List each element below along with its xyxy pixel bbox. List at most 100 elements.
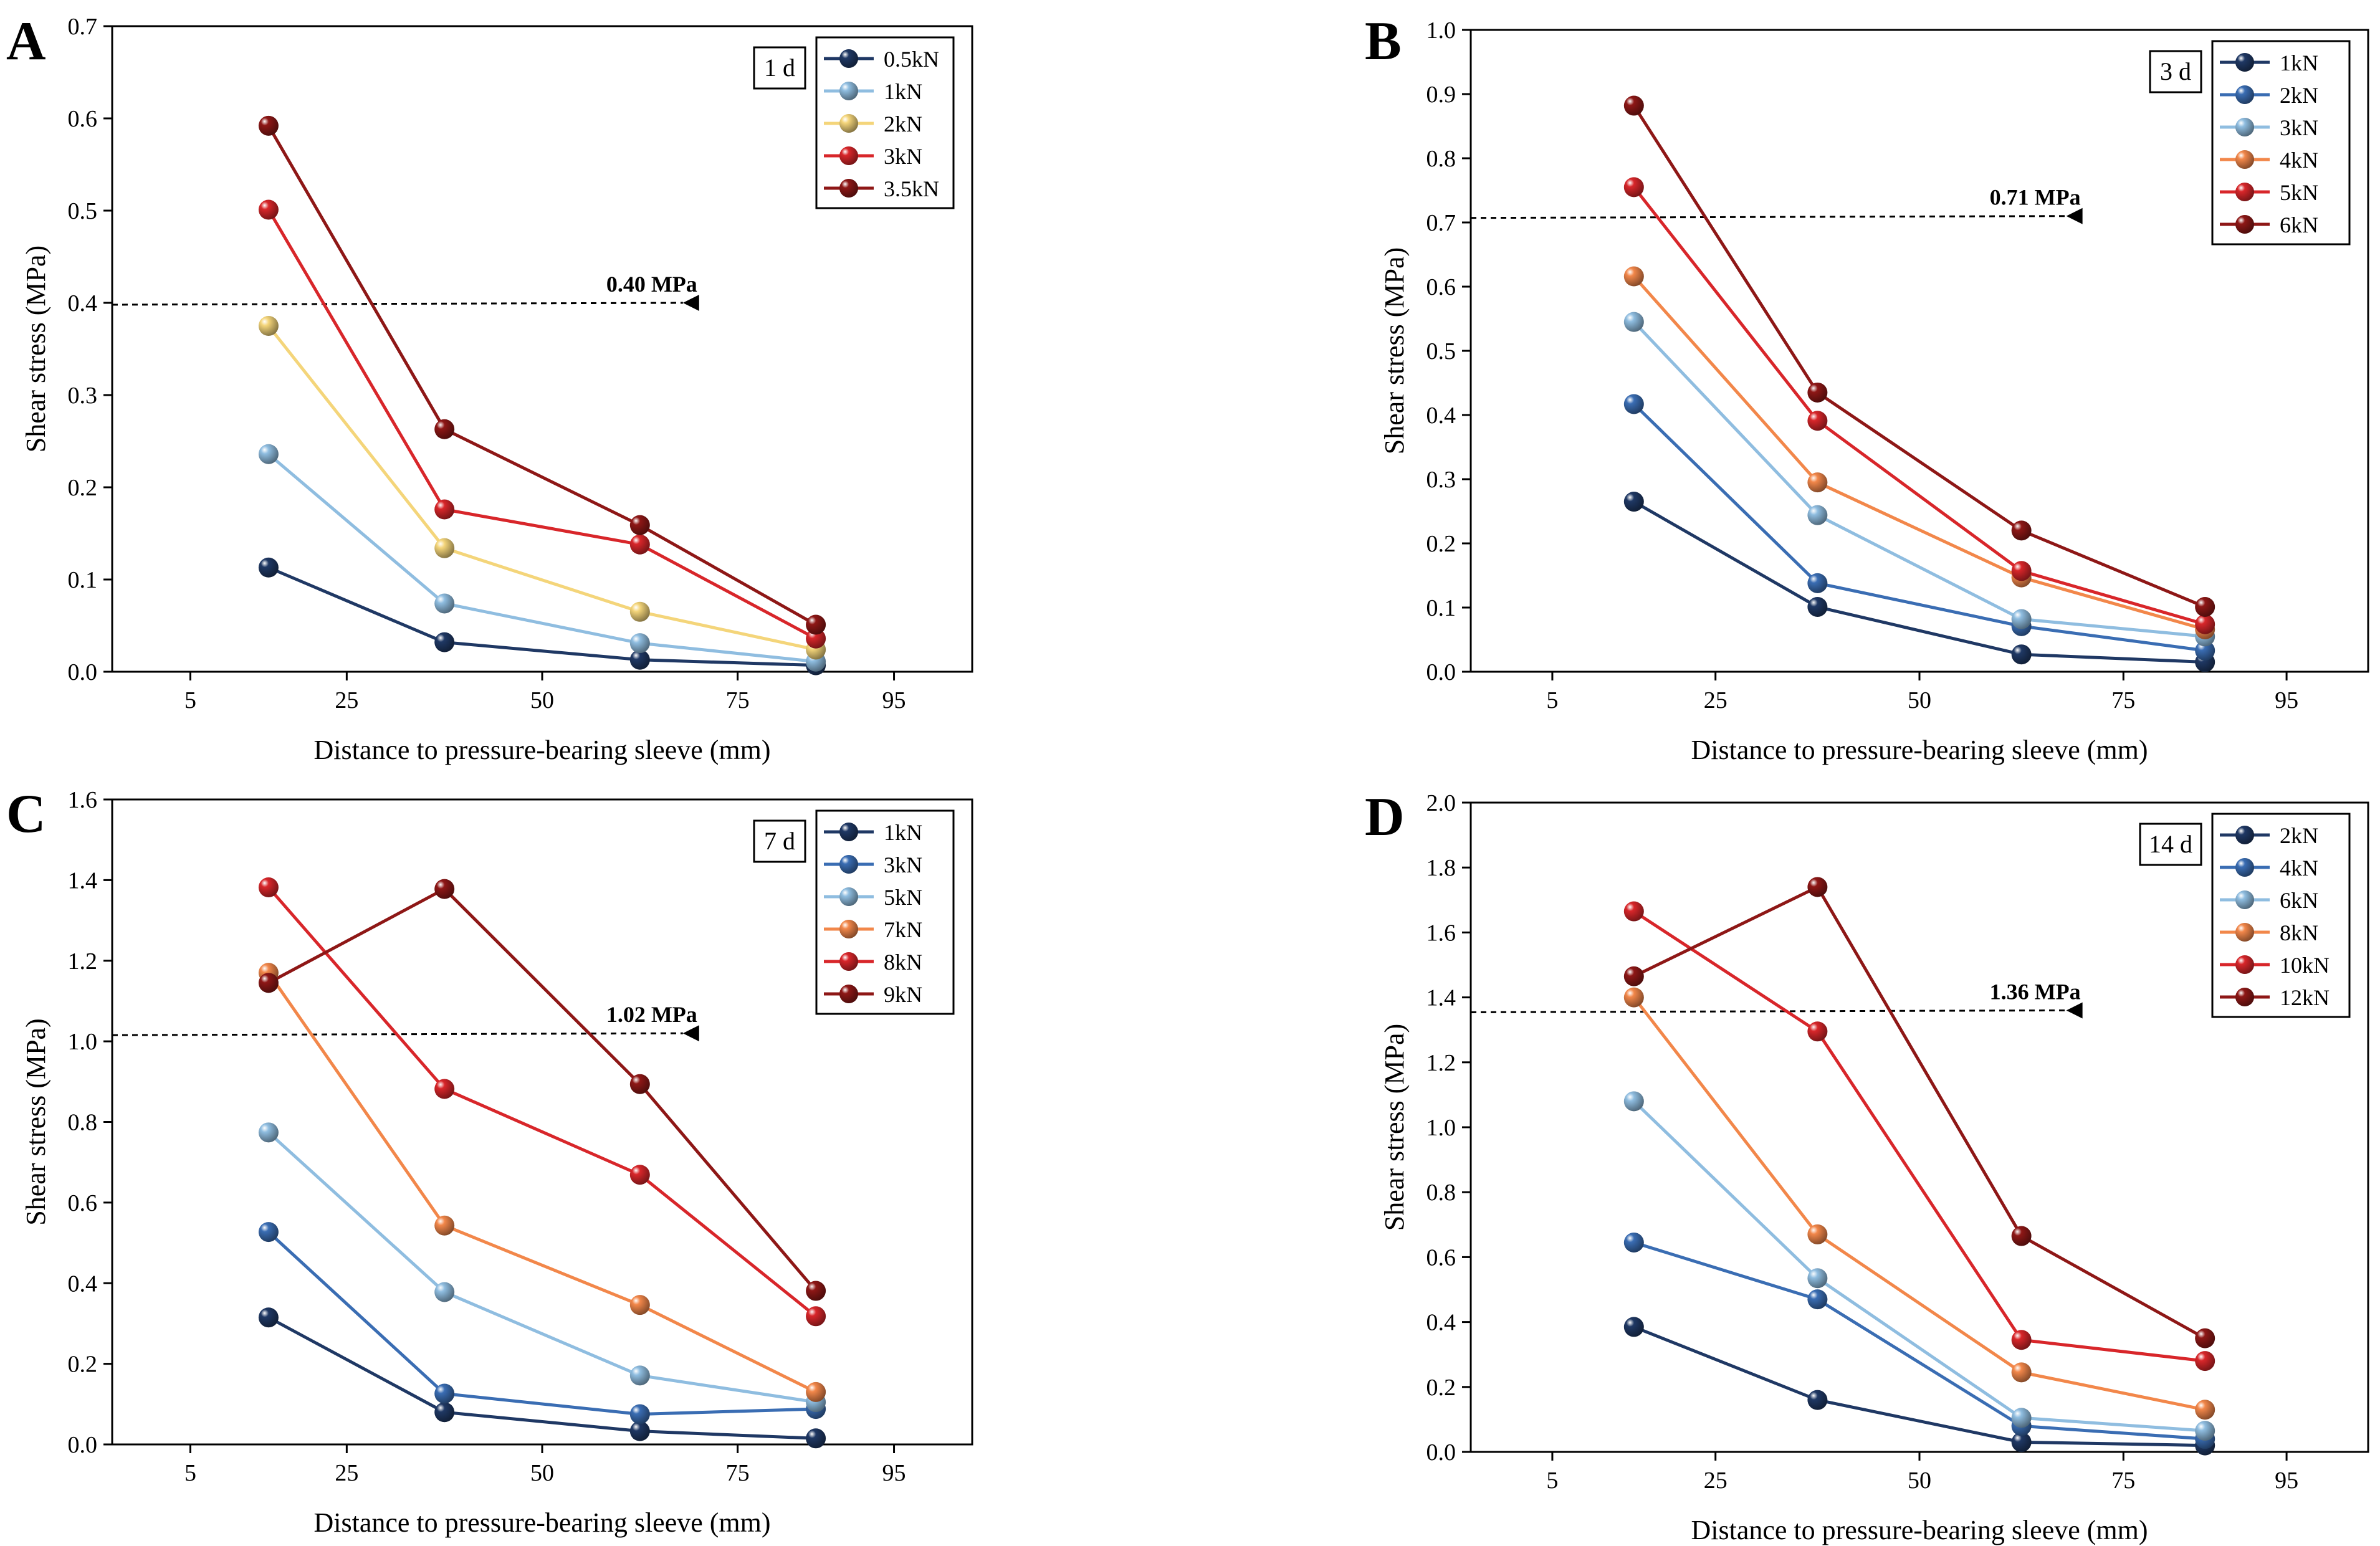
series-line-12kN (1633, 885, 2206, 1340)
legend-label: 8kN (2280, 920, 2318, 945)
data-point-12kN (2011, 1226, 2032, 1246)
data-point-9kN (629, 1074, 650, 1094)
data-point-8kN (806, 1306, 826, 1327)
data-point-2kN (1807, 573, 1828, 593)
data-point-3.5kN (806, 614, 826, 635)
data-point-7kN (629, 1295, 650, 1315)
data-point-5kN (1807, 411, 1828, 431)
threshold-label: 0.40 MPa (606, 272, 697, 297)
x-axis-title: Distance to pressure-bearing sleeve (mm) (313, 1507, 770, 1538)
data-point-1kN (629, 1421, 650, 1441)
data-point-8kN (1623, 987, 1644, 1008)
data-point-4kN (1807, 1289, 1828, 1310)
threshold-arrow (682, 1025, 699, 1042)
data-point-8kN (1807, 1224, 1828, 1244)
series-line-0.5kN (267, 566, 816, 667)
legend-item: 7kN (824, 917, 922, 942)
y-tick-label: 0.2 (68, 1352, 98, 1378)
data-point-10kN (2011, 1330, 2032, 1350)
legend-marker (839, 823, 858, 841)
legend-label: 2kN (884, 112, 922, 136)
data-point-5kN (434, 1282, 455, 1302)
data-point-6kN (2195, 1421, 2215, 1441)
y-tick-label: 1.4 (68, 867, 98, 894)
x-tick-label: 5 (184, 1460, 196, 1486)
panel-d: D 0.0 0.2 0.4 0.6 0.8 1.0 1.2 1.4 1.6 1.8 2.0 5 25 50 7… (1365, 787, 2369, 1545)
legend-box (2211, 40, 2351, 246)
y-tick-label: 1.6 (68, 787, 98, 813)
y-tick-label: 2.0 (1427, 790, 1456, 816)
data-point-7kN (434, 1215, 455, 1236)
threshold-line (1470, 215, 2067, 219)
y-tick-label: 0.5 (1427, 338, 1456, 365)
legend-marker (2235, 923, 2254, 942)
data-point-6kN (1623, 1091, 1644, 1112)
y-tick-label: 0.4 (1427, 403, 1456, 429)
y-tick-label: 0.5 (68, 198, 98, 224)
y-tick-label: 0.8 (1427, 146, 1456, 172)
y-tick-label: 0.0 (68, 1432, 98, 1458)
age-label-box (2139, 823, 2202, 866)
age-label-box (2149, 50, 2202, 93)
data-point-8kN (258, 877, 279, 898)
y-tick-label: 0.7 (1427, 210, 1456, 236)
y-tick-label: 0.4 (68, 1271, 98, 1297)
data-point-5kN (629, 1365, 650, 1386)
legend-label: 5kN (2280, 180, 2318, 205)
y-tick-label: 0.6 (1427, 1244, 1456, 1271)
data-point-5kN (2011, 561, 2032, 581)
legend-marker (839, 82, 858, 100)
y-tick-label: 0.2 (1427, 1375, 1456, 1401)
data-point-10kN (2195, 1351, 2215, 1372)
data-point-3kN (806, 628, 826, 649)
legend-label: 3kN (884, 144, 922, 169)
y-tick-label: 0.0 (1427, 1439, 1456, 1466)
y-tick-label: 0.6 (68, 106, 98, 132)
data-point-12kN (2195, 1328, 2215, 1348)
threshold-line (1470, 1009, 2067, 1013)
age-label: 3 d (2160, 57, 2191, 85)
y-axis-title: Shear stress (MPa) (1379, 1024, 1410, 1231)
legend-marker (2235, 53, 2254, 72)
legend-marker (2235, 955, 2254, 974)
legend-item: 1kN (824, 820, 922, 845)
data-point-4kN (1807, 472, 1828, 493)
legend-marker (2235, 890, 2254, 909)
data-point-8kN (434, 1079, 455, 1099)
series-line-5kN (1632, 186, 2206, 626)
data-point-3kN (258, 1222, 279, 1243)
y-tick-label: 0.3 (1427, 467, 1456, 493)
data-point-6kN (1807, 1268, 1828, 1289)
data-point-6kN (2195, 596, 2215, 617)
threshold-line (112, 302, 683, 306)
data-point-7kN (806, 1381, 826, 1402)
data-point-3.5kN (629, 515, 650, 535)
age-label-box (753, 819, 806, 863)
series-line-5kN (267, 1131, 816, 1404)
panel-letter: C (6, 784, 46, 844)
x-tick-label: 5 (184, 687, 196, 713)
legend-label: 1kN (2280, 50, 2318, 75)
legend-label: 7kN (884, 917, 922, 942)
legend-label: 4kN (2280, 148, 2318, 173)
y-tick-label: 0.1 (1427, 595, 1456, 621)
legend-item: 12kN (2220, 985, 2330, 1010)
y-tick-label: 0.6 (1427, 274, 1456, 300)
x-tick-label: 50 (1908, 1467, 1931, 1494)
panel-b: B 0.0 0.1 0.2 0.3 0.4 0.5 0.6 0.7 0.8 0.9 1.0 5 25 50 7… (1365, 11, 2369, 765)
x-tick-label: 75 (2111, 1467, 2135, 1494)
x-tick-label: 5 (1546, 687, 1558, 713)
series-line-7kN (267, 971, 817, 1394)
y-tick-label: 1.8 (1427, 855, 1456, 881)
y-tick-label: 0.7 (68, 14, 98, 40)
legend-label: 10kN (2280, 953, 2330, 978)
y-tick-label: 0.6 (68, 1190, 98, 1216)
legend-marker (839, 855, 858, 874)
series-line-4kN (1633, 1241, 2206, 1441)
data-point-4kN (1623, 1232, 1644, 1253)
legend-label: 6kN (2280, 212, 2318, 237)
legend-label: 1kN (884, 79, 922, 104)
x-tick-label: 75 (726, 687, 750, 713)
x-tick-label: 75 (2111, 687, 2135, 713)
x-tick-label: 95 (2275, 1467, 2298, 1494)
